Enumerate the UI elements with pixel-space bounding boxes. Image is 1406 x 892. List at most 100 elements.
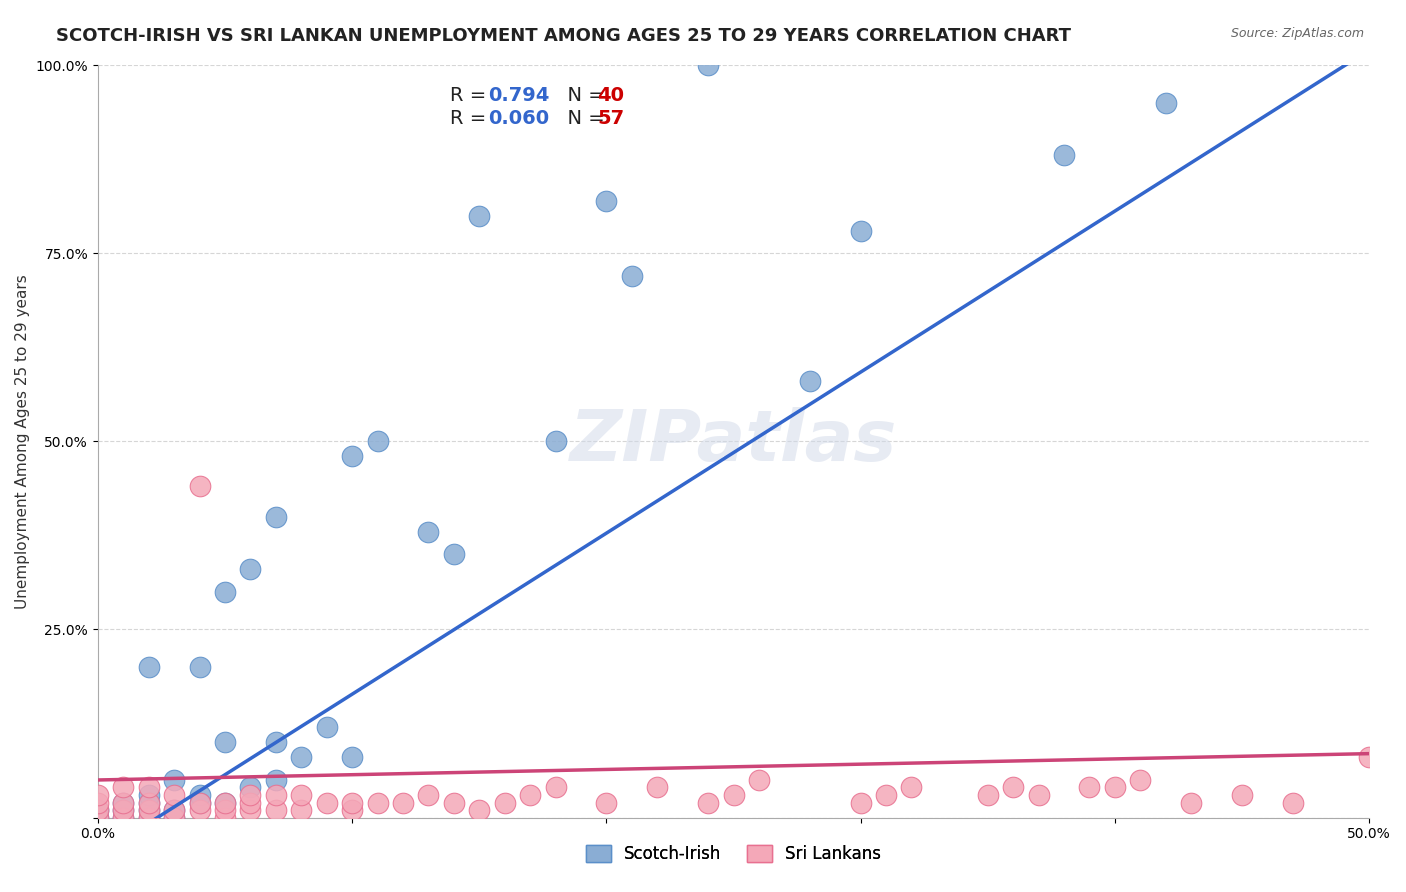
Point bbox=[188, 660, 211, 674]
Point bbox=[138, 796, 160, 810]
Point bbox=[620, 268, 643, 283]
Point bbox=[340, 450, 363, 464]
Text: ZIPatlas: ZIPatlas bbox=[569, 407, 897, 475]
Point bbox=[544, 780, 567, 795]
Text: R =: R = bbox=[450, 109, 492, 128]
Point bbox=[264, 509, 287, 524]
Point bbox=[138, 796, 160, 810]
Point bbox=[138, 803, 160, 817]
Point bbox=[340, 796, 363, 810]
Point bbox=[163, 772, 186, 787]
Point bbox=[1028, 788, 1050, 802]
Point bbox=[1180, 796, 1202, 810]
Point bbox=[1002, 780, 1025, 795]
Point bbox=[392, 796, 415, 810]
Point bbox=[264, 735, 287, 749]
Point bbox=[163, 788, 186, 802]
Point bbox=[367, 796, 389, 810]
Point bbox=[138, 811, 160, 825]
Point bbox=[87, 811, 110, 825]
Point bbox=[264, 788, 287, 802]
Point bbox=[188, 803, 211, 817]
Point bbox=[340, 803, 363, 817]
Point bbox=[697, 796, 720, 810]
Point bbox=[645, 780, 668, 795]
Point bbox=[595, 194, 617, 208]
Point bbox=[468, 803, 491, 817]
Point bbox=[1129, 772, 1152, 787]
Point bbox=[112, 811, 135, 825]
Point bbox=[977, 788, 1000, 802]
Text: 0.794: 0.794 bbox=[488, 86, 550, 105]
Text: N =: N = bbox=[555, 109, 612, 128]
Point bbox=[799, 374, 821, 388]
Point bbox=[214, 796, 236, 810]
Point bbox=[290, 803, 312, 817]
Point bbox=[290, 788, 312, 802]
Point bbox=[87, 803, 110, 817]
Point bbox=[315, 796, 337, 810]
Point bbox=[112, 803, 135, 817]
Point bbox=[138, 803, 160, 817]
Point bbox=[138, 660, 160, 674]
Point bbox=[900, 780, 922, 795]
Point bbox=[723, 788, 745, 802]
Point bbox=[290, 750, 312, 764]
Point bbox=[1104, 780, 1126, 795]
Point bbox=[163, 803, 186, 817]
Text: 57: 57 bbox=[598, 109, 624, 128]
Point bbox=[849, 796, 872, 810]
Text: R =: R = bbox=[450, 86, 492, 105]
Point bbox=[1230, 788, 1253, 802]
Point bbox=[595, 796, 617, 810]
Point bbox=[315, 720, 337, 734]
Point bbox=[875, 788, 897, 802]
Point bbox=[188, 796, 211, 810]
Point bbox=[418, 788, 440, 802]
Point bbox=[87, 788, 110, 802]
Point bbox=[544, 434, 567, 449]
Point bbox=[112, 803, 135, 817]
Point bbox=[697, 58, 720, 72]
Point bbox=[239, 803, 262, 817]
Point bbox=[214, 803, 236, 817]
Text: 0.060: 0.060 bbox=[488, 109, 548, 128]
Point bbox=[239, 562, 262, 576]
Y-axis label: Unemployment Among Ages 25 to 29 years: Unemployment Among Ages 25 to 29 years bbox=[15, 274, 30, 608]
Point bbox=[214, 735, 236, 749]
Point bbox=[138, 811, 160, 825]
Point bbox=[239, 780, 262, 795]
Legend: Scotch-Irish, Sri Lankans: Scotch-Irish, Sri Lankans bbox=[579, 838, 887, 870]
Point bbox=[188, 788, 211, 802]
Text: SCOTCH-IRISH VS SRI LANKAN UNEMPLOYMENT AMONG AGES 25 TO 29 YEARS CORRELATION CH: SCOTCH-IRISH VS SRI LANKAN UNEMPLOYMENT … bbox=[56, 27, 1071, 45]
Point bbox=[112, 780, 135, 795]
Text: 40: 40 bbox=[598, 86, 624, 105]
Point bbox=[138, 780, 160, 795]
Point bbox=[239, 796, 262, 810]
Point bbox=[214, 796, 236, 810]
Point bbox=[494, 796, 516, 810]
Point bbox=[87, 796, 110, 810]
Point bbox=[87, 803, 110, 817]
Point bbox=[1358, 750, 1381, 764]
Point bbox=[443, 547, 465, 561]
Point bbox=[188, 479, 211, 493]
Point bbox=[239, 788, 262, 802]
Point bbox=[188, 796, 211, 810]
Point bbox=[112, 811, 135, 825]
Point bbox=[163, 803, 186, 817]
Point bbox=[418, 524, 440, 539]
Point bbox=[849, 224, 872, 238]
Point bbox=[367, 434, 389, 449]
Point bbox=[519, 788, 541, 802]
Point bbox=[1078, 780, 1101, 795]
Point bbox=[163, 811, 186, 825]
Point bbox=[340, 750, 363, 764]
Text: Source: ZipAtlas.com: Source: ZipAtlas.com bbox=[1230, 27, 1364, 40]
Point bbox=[87, 811, 110, 825]
Point bbox=[264, 803, 287, 817]
Point bbox=[1154, 95, 1177, 110]
Point bbox=[1053, 148, 1076, 162]
Point bbox=[264, 772, 287, 787]
Point bbox=[468, 209, 491, 223]
